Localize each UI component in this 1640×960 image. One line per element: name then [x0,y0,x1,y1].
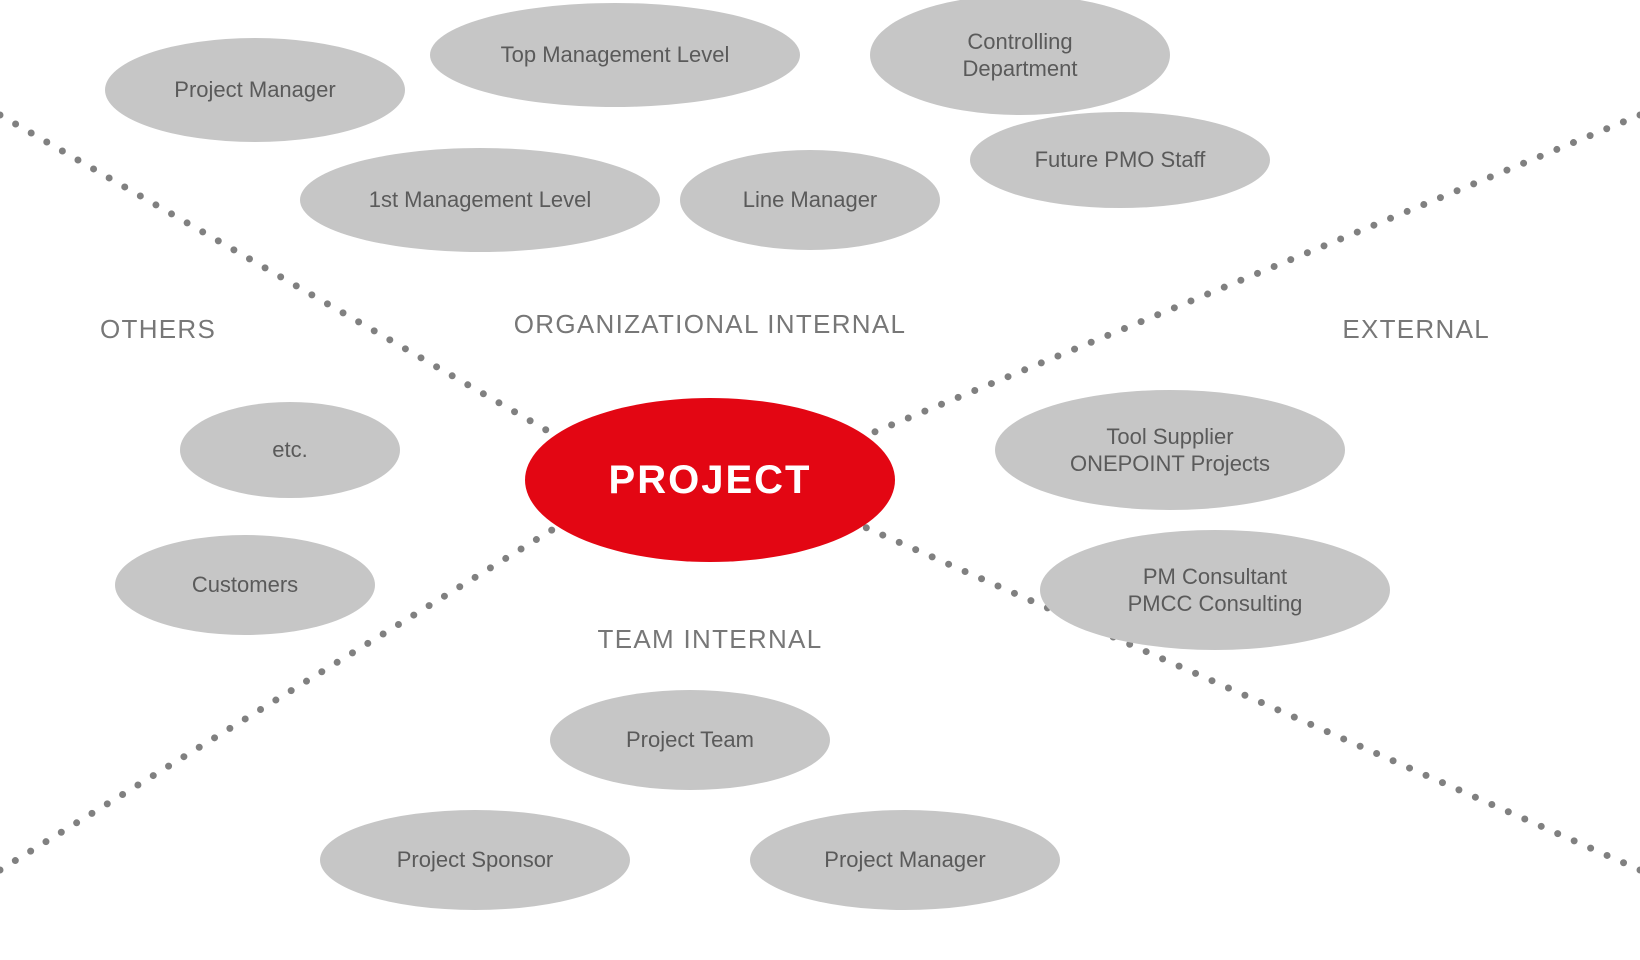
stakeholder-label: Top Management Level [501,41,730,69]
stakeholder-controlling-dept: Controlling Department [870,0,1170,115]
stakeholder-project-team: Project Team [550,690,830,790]
stakeholder-label: etc. [272,436,307,464]
stakeholder-project-manager-top: Project Manager [105,38,405,142]
stakeholder-tool-supplier: Tool Supplier ONEPOINT Projects [995,390,1345,510]
stakeholder-label: Customers [192,571,298,599]
stakeholder-label: Line Manager [743,186,878,214]
stakeholder-label: 1st Management Level [369,186,592,214]
stakeholder-label: Project Manager [824,846,985,874]
section-label-others: OTHERS [100,314,216,345]
stakeholder-label: Future PMO Staff [1035,146,1206,174]
stakeholder-future-pmo: Future PMO Staff [970,112,1270,208]
stakeholder-label: PM Consultant PMCC Consulting [1128,563,1303,618]
stakeholder-etc: etc. [180,402,400,498]
center-project-node: PROJECT [525,398,895,562]
stakeholder-customers: Customers [115,535,375,635]
diagram-stage: PROJECT ORGANIZATIONAL INTERNAL TEAM INTE… [0,0,1640,960]
section-label-org-internal: ORGANIZATIONAL INTERNAL [514,309,907,340]
stakeholder-label: Project Sponsor [397,846,554,874]
center-project-label: PROJECT [609,455,812,505]
stakeholder-pm-consultant: PM Consultant PMCC Consulting [1040,530,1390,650]
stakeholder-line-manager: Line Manager [680,150,940,250]
stakeholder-label: Tool Supplier ONEPOINT Projects [1070,423,1270,478]
stakeholder-project-sponsor: Project Sponsor [320,810,630,910]
stakeholder-label: Controlling Department [963,28,1078,83]
section-label-team-internal: TEAM INTERNAL [598,624,823,655]
stakeholder-label: Project Manager [174,76,335,104]
stakeholder-first-mgmt: 1st Management Level [300,148,660,252]
stakeholder-project-manager-bottom: Project Manager [750,810,1060,910]
stakeholder-label: Project Team [626,726,754,754]
section-label-external: EXTERNAL [1342,314,1490,345]
stakeholder-top-management: Top Management Level [430,3,800,107]
